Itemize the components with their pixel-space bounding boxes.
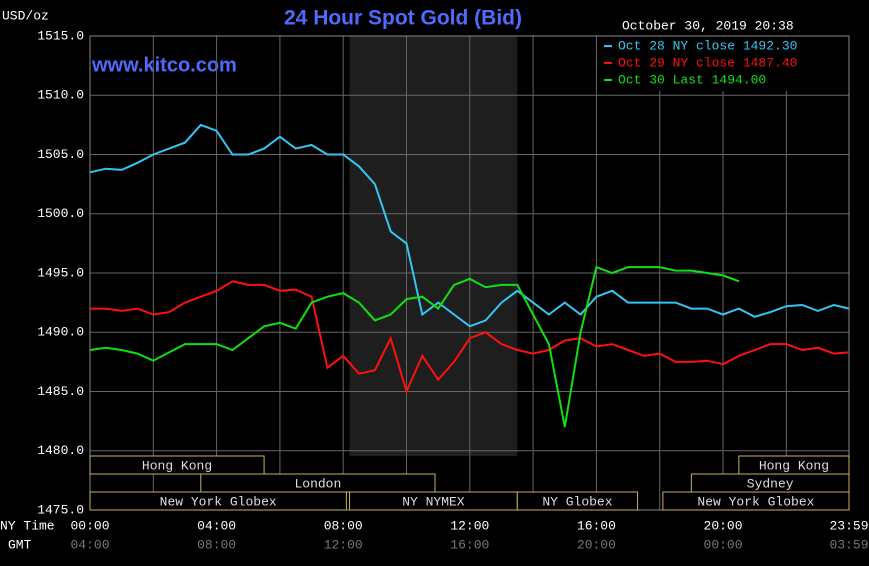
session-label: New York Globex [697,494,814,509]
x2-tick-label: 00:00 [704,537,743,552]
watermark: www.kitco.com [91,54,237,76]
x-tick-label: 00:00 [70,518,109,533]
x2-tick-label: 08:00 [197,537,236,552]
x2-tick-label: 12:00 [324,537,363,552]
y-tick-label: 1485.0 [37,384,84,399]
x2-tick-label: 20:00 [577,537,616,552]
session-label: NY Globex [542,494,612,509]
x2-tick-label: 04:00 [70,537,109,552]
session-label: Sydney [747,476,794,491]
y-tick-label: 1515.0 [37,28,84,43]
x-tick-label: 04:00 [197,518,236,533]
session-shade [349,36,518,456]
x-tick-label: 08:00 [324,518,363,533]
x-tick-label: 12:00 [450,518,489,533]
legend-label: Oct 30 Last 1494.00 [618,72,766,87]
session-label: Hong Kong [142,458,212,473]
session-box [89,491,347,511]
y-tick-label: 1500.0 [37,206,84,221]
legend-label: Oct 29 NY close 1487.40 [618,55,797,70]
y-tick-label: 1475.0 [37,502,84,517]
session-label: NY NYMEX [402,494,465,509]
legend-box [598,37,848,91]
chart-title: 24 Hour Spot Gold (Bid) [284,7,522,30]
x-tick-label: 20:00 [704,518,743,533]
x2-axis-label: GMT [8,537,32,552]
session-box [89,455,265,475]
x2-tick-label: 03:59 [829,537,868,552]
series-line [89,123,850,328]
series-line [89,265,740,428]
legend-label: Oct 28 NY close 1492.30 [618,38,797,53]
y-tick-label: 1490.0 [37,325,84,340]
y-tick-label: 1495.0 [37,265,84,280]
session-label: New York Globex [160,494,277,509]
session-label: London [294,476,341,491]
y-axis-label: USD/oz [2,8,49,23]
y-tick-label: 1480.0 [37,443,84,458]
session-label: Hong Kong [759,458,829,473]
y-tick-label: 1510.0 [37,88,84,103]
x-tick-label: 16:00 [577,518,616,533]
series-line [90,280,850,395]
session-box [516,491,639,511]
x-axis-label: NY Time [0,518,55,533]
x2-tick-label: 16:00 [450,537,489,552]
session-box [662,491,850,511]
timestamp: October 30, 2019 20:38 [622,18,794,33]
x-tick-label: 23:59 [829,518,868,533]
y-tick-label: 1505.0 [37,147,84,162]
